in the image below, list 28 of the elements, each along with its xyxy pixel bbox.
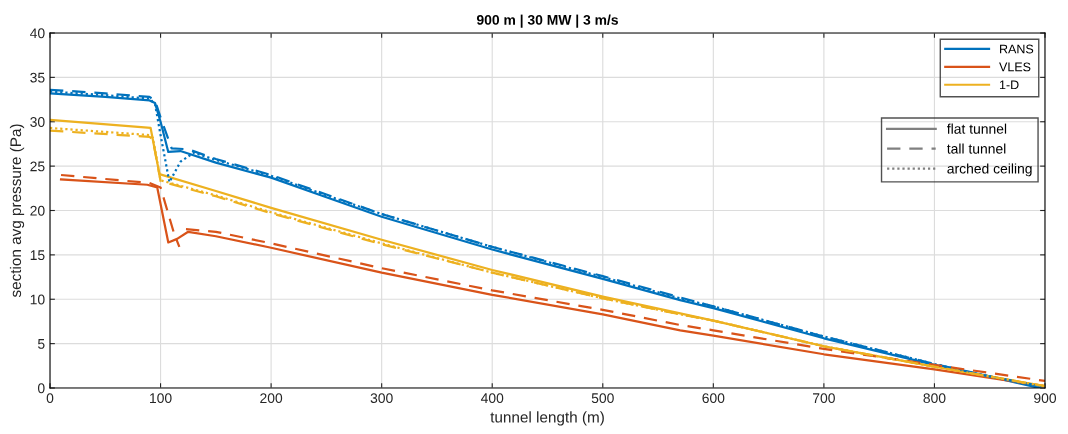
legend-label: arched ceiling bbox=[947, 163, 1032, 177]
y-tick-label: 20 bbox=[30, 205, 45, 216]
x-axis-title: tunnel length (m) bbox=[490, 411, 604, 426]
legend-label: flat tunnel bbox=[947, 123, 1007, 134]
legend-label: RANS bbox=[1000, 44, 1034, 54]
x-tick-label: 900 bbox=[1034, 393, 1057, 404]
legend-label: tall tunnel bbox=[947, 143, 1006, 154]
legend-label: VLES bbox=[999, 62, 1031, 72]
x-tick-label: 200 bbox=[260, 393, 283, 404]
x-tick-label: 700 bbox=[813, 393, 835, 404]
x-tick-label: 800 bbox=[923, 393, 946, 404]
y-axis-title: section avg pressure (Pa) bbox=[9, 124, 25, 298]
y-tick-label: 10 bbox=[30, 294, 45, 305]
y-tick-label: 0 bbox=[37, 383, 45, 394]
x-tick-label: 600 bbox=[702, 393, 725, 404]
y-tick-label: 30 bbox=[30, 117, 45, 127]
legend-label: 1-D bbox=[999, 80, 1019, 90]
x-tick-label: 500 bbox=[591, 393, 614, 404]
y-tick-label: 35 bbox=[30, 72, 45, 83]
x-tick-label: 0 bbox=[46, 393, 54, 404]
y-tick-label: 15 bbox=[30, 250, 45, 261]
x-tick-label: 100 bbox=[150, 393, 172, 404]
y-tick-label: 40 bbox=[30, 28, 45, 39]
y-tick-label: 5 bbox=[37, 339, 45, 349]
x-tick-label: 400 bbox=[480, 393, 504, 404]
chart-title: 900 m | 30 MW | 3 m/s bbox=[476, 14, 618, 28]
x-tick-label: 300 bbox=[370, 393, 393, 404]
y-tick-label: 25 bbox=[30, 161, 45, 172]
